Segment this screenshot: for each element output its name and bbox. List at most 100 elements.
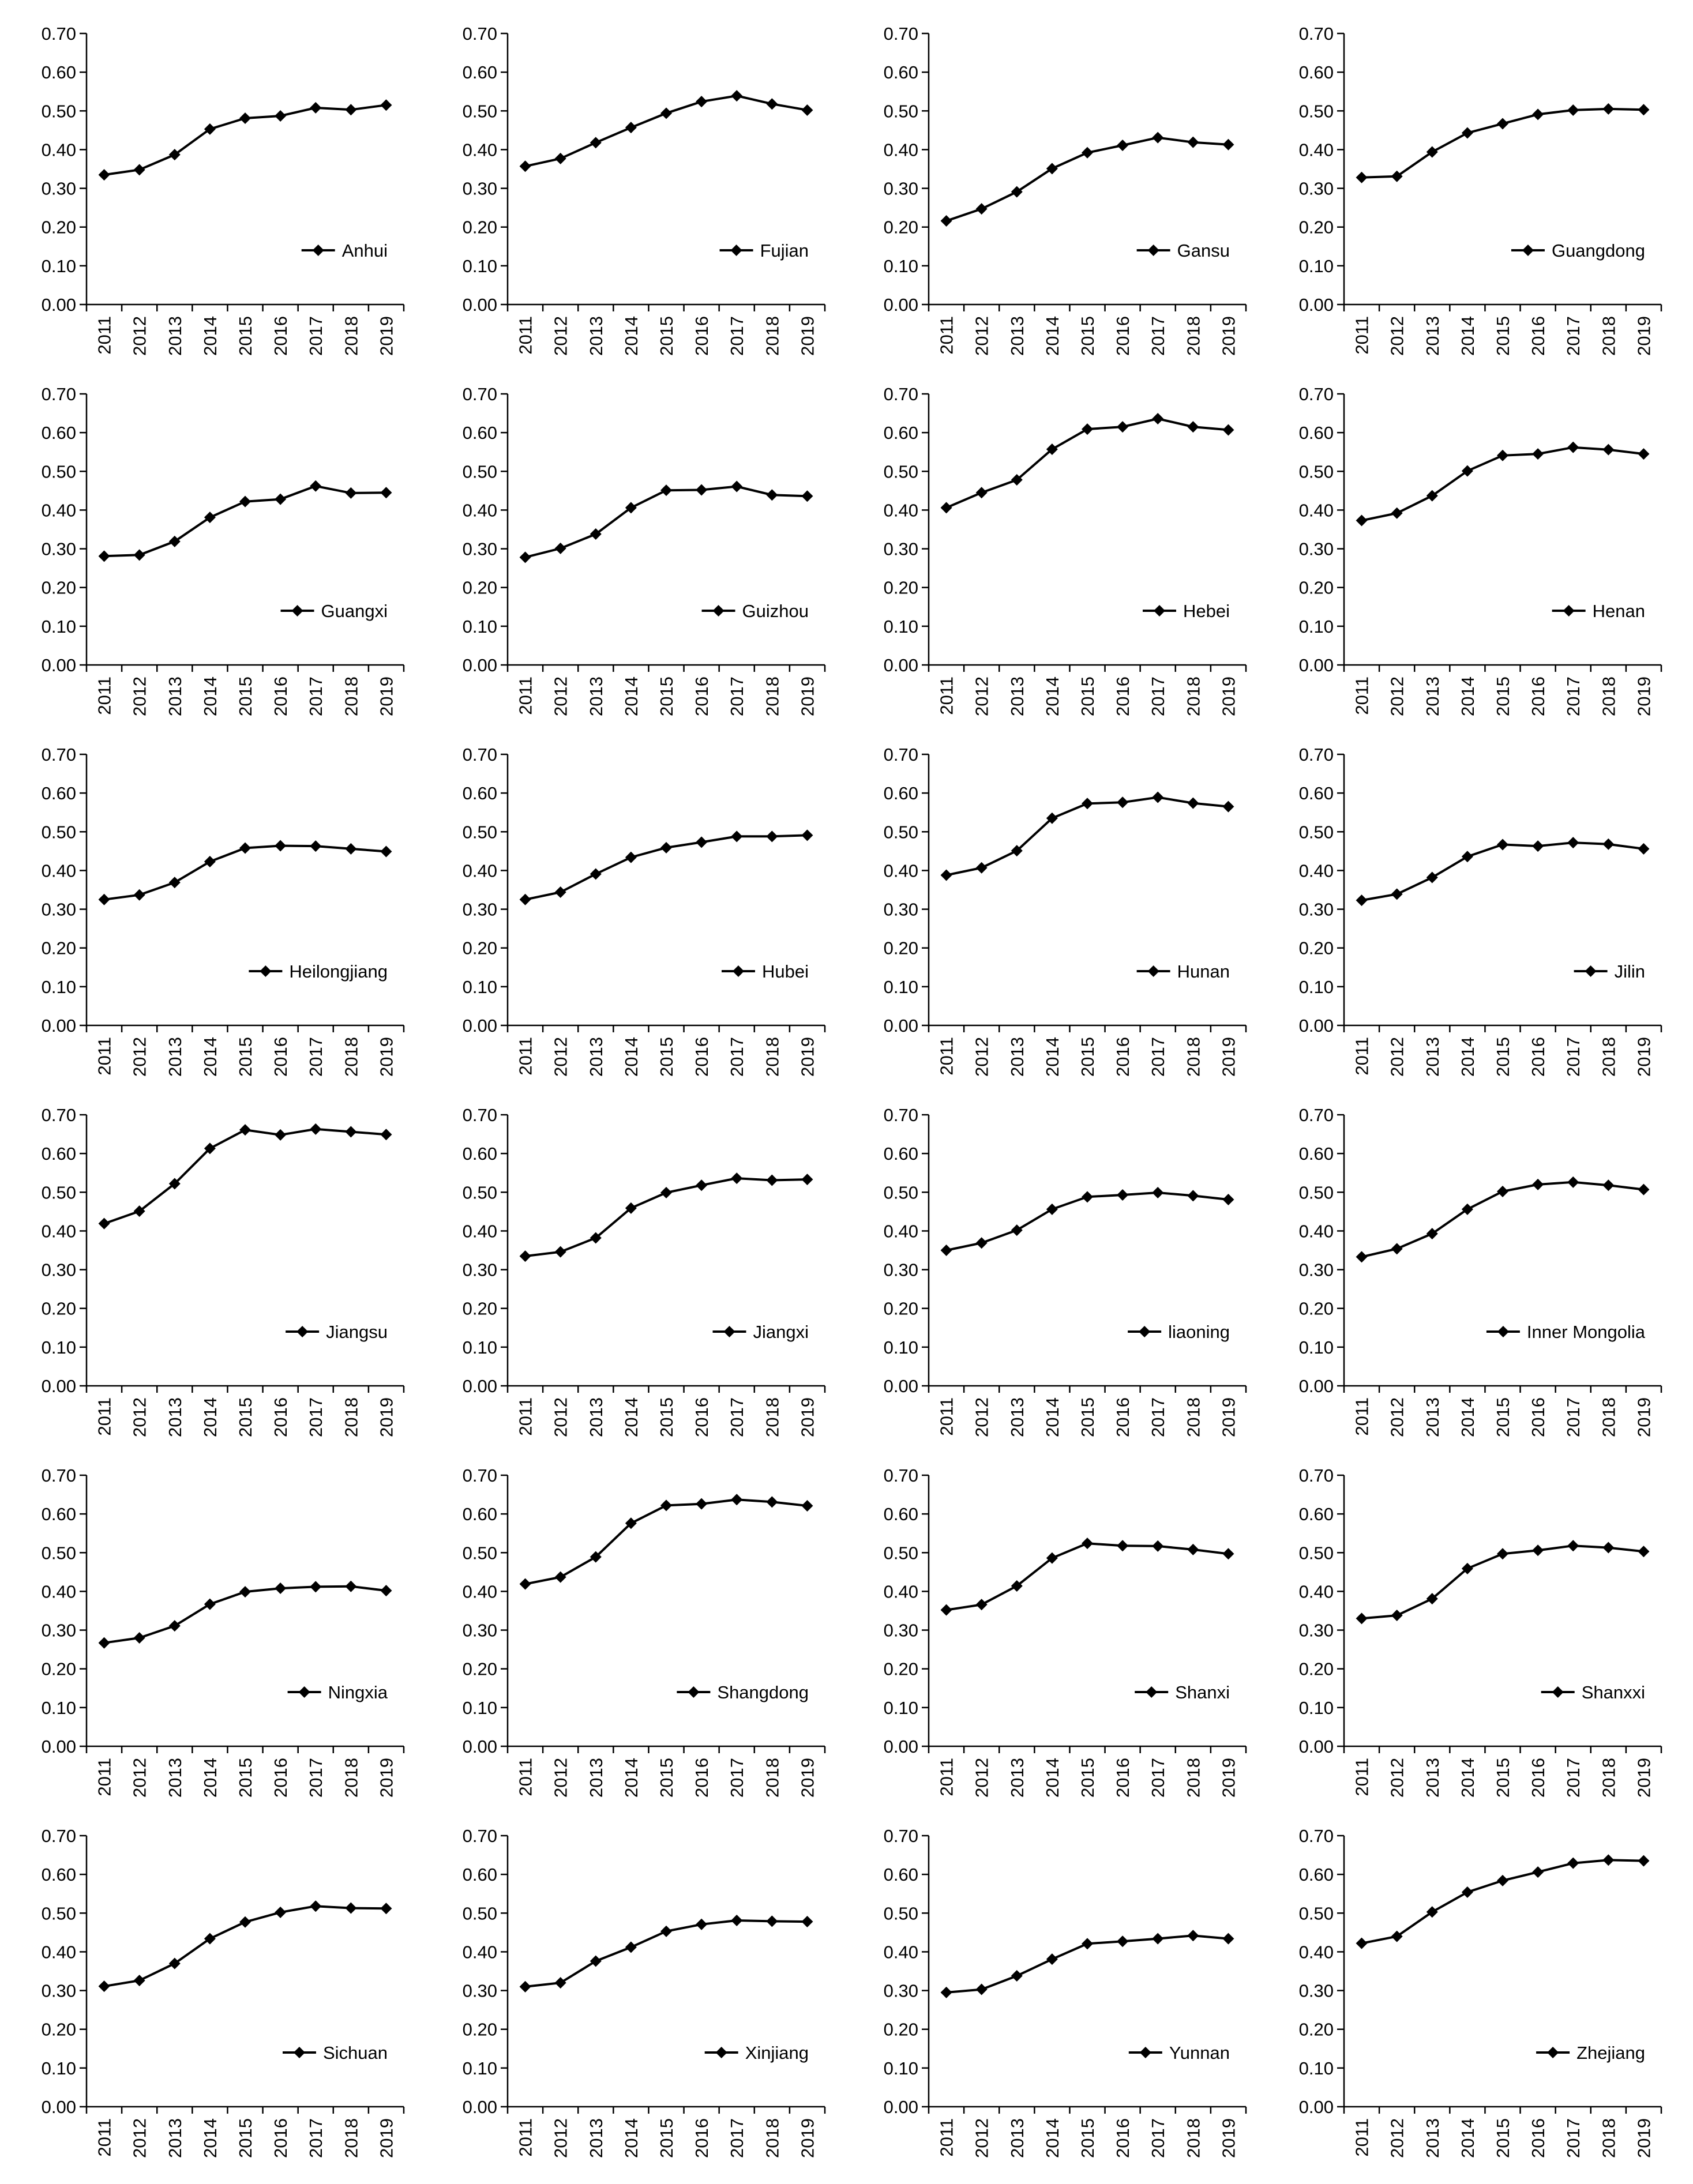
data-point — [98, 550, 110, 562]
x-tick-label: 2014 — [621, 1037, 641, 1077]
y-tick-label: 0.70 — [42, 1105, 76, 1125]
x-tick-label: 2019 — [1218, 1758, 1238, 1798]
y-tick-label: 0.00 — [1299, 655, 1334, 675]
x-tick-label: 2011 — [516, 676, 536, 715]
data-point — [554, 886, 566, 899]
y-tick-label: 0.10 — [463, 1337, 497, 1358]
data-point — [519, 1980, 531, 1993]
y-tick-label: 0.60 — [463, 1865, 497, 1885]
y-tick-label: 0.10 — [463, 256, 497, 276]
y-tick-label: 0.60 — [463, 783, 497, 803]
legend-label: Hubei — [762, 961, 809, 982]
data-point — [275, 1582, 287, 1595]
y-tick-label: 0.50 — [463, 1543, 497, 1563]
y-tick-label: 0.00 — [884, 1376, 918, 1396]
y-tick-label: 0.00 — [463, 1376, 497, 1396]
legend-label: Jilin — [1615, 961, 1645, 982]
data-point — [239, 1916, 251, 1928]
x-tick-label: 2013 — [1422, 676, 1443, 716]
legend: Guangdong — [1511, 240, 1645, 261]
data-point — [1152, 131, 1164, 144]
data-point — [696, 1918, 708, 1930]
y-tick-label: 0.30 — [884, 1981, 918, 2001]
x-tick-label: 2019 — [797, 1397, 817, 1437]
x-tick-label: 2017 — [727, 1397, 747, 1437]
y-tick-label: 0.70 — [884, 745, 918, 765]
x-tick-label: 2013 — [1007, 316, 1027, 356]
y-tick-label: 0.30 — [463, 1981, 497, 2001]
x-tick-label: 2012 — [1387, 676, 1407, 716]
data-point — [168, 877, 181, 889]
data-point — [940, 1986, 952, 1998]
data-point — [1532, 1178, 1544, 1190]
y-tick-label: 0.10 — [1299, 1337, 1334, 1358]
x-tick-label: 2014 — [1042, 1037, 1063, 1077]
x-tick-label: 2015 — [656, 1037, 677, 1077]
data-point — [310, 1123, 322, 1135]
data-point — [1426, 490, 1438, 502]
y-tick-label: 0.20 — [42, 1299, 76, 1319]
y-tick-label: 0.70 — [884, 1105, 918, 1125]
x-tick-label: 2016 — [1528, 1397, 1548, 1437]
x-tick-label: 2017 — [306, 316, 326, 356]
y-tick-label: 0.60 — [884, 783, 918, 803]
x-tick-label: 2017 — [306, 676, 326, 716]
data-point — [1011, 474, 1023, 486]
x-tick-label: 2019 — [1218, 316, 1238, 356]
data-point — [168, 1178, 181, 1190]
data-point — [204, 512, 216, 524]
y-tick-label: 0.30 — [884, 179, 918, 199]
x-tick-label: 2015 — [235, 1397, 256, 1437]
y-tick-label: 0.30 — [884, 900, 918, 920]
x-tick-label: 2012 — [130, 1397, 150, 1437]
x-tick-label: 2015 — [656, 1758, 677, 1798]
chart-panel: 0.00 0.10 0.20 0.30 0.40 0.50 0.60 0.70 2011 2012… — [1299, 1105, 1662, 1437]
y-tick-label: 0.00 — [463, 2097, 497, 2117]
y-tick-label: 0.00 — [884, 2097, 918, 2117]
legend-marker — [1547, 2047, 1559, 2058]
y-tick-label: 0.50 — [884, 1543, 918, 1563]
legend-marker — [298, 1686, 310, 1698]
x-tick-label: 2012 — [972, 1037, 992, 1077]
x-tick-label: 2019 — [1218, 2118, 1238, 2158]
x-tick-label: 2017 — [1148, 1397, 1168, 1437]
y-tick-label: 0.60 — [884, 1144, 918, 1164]
legend: Anhui — [301, 240, 388, 261]
y-tick-label: 0.00 — [42, 655, 76, 675]
legend-label: Zhejiang — [1576, 2043, 1645, 2063]
legend-label: Xinjiang — [745, 2043, 809, 2063]
data-point — [554, 1571, 566, 1583]
x-tick-label: 2014 — [1042, 676, 1063, 716]
data-point — [975, 487, 988, 499]
data-point — [380, 845, 392, 858]
legend: Yunnan — [1128, 2043, 1230, 2063]
y-tick-label: 0.10 — [884, 256, 918, 276]
x-tick-label: 2014 — [200, 1037, 220, 1077]
data-point — [1497, 1874, 1508, 1886]
x-tick-label: 2011 — [937, 1397, 957, 1436]
x-tick-label: 2019 — [376, 316, 396, 356]
x-tick-label: 2013 — [165, 1037, 185, 1077]
x-tick-label: 2017 — [1563, 1037, 1583, 1077]
x-tick-label: 2019 — [1634, 676, 1654, 716]
data-point — [380, 1903, 392, 1915]
x-tick-label: 2018 — [1183, 316, 1203, 356]
legend-label: Shanxxi — [1582, 1682, 1645, 1702]
data-point — [975, 862, 988, 874]
x-tick-label: 2013 — [165, 676, 185, 716]
x-tick-label: 2016 — [692, 676, 712, 716]
data-point — [1391, 888, 1403, 900]
chart-panel: 0.00 0.10 0.20 0.30 0.40 0.50 0.60 0.70 2011 2012… — [1299, 745, 1662, 1077]
x-tick-label: 2016 — [1113, 316, 1133, 356]
y-tick-label: 0.20 — [1299, 1299, 1334, 1319]
x-tick-label: 2018 — [341, 2118, 361, 2158]
y-tick-label: 0.20 — [42, 217, 76, 238]
data-point — [1011, 845, 1023, 857]
y-tick-label: 0.00 — [42, 295, 76, 315]
data-point — [98, 169, 110, 181]
data-point — [1152, 1540, 1164, 1552]
x-tick-label: 2016 — [692, 1037, 712, 1077]
x-tick-label: 2011 — [516, 2118, 536, 2157]
data-point — [275, 110, 287, 122]
x-tick-label: 2017 — [1563, 1758, 1583, 1798]
